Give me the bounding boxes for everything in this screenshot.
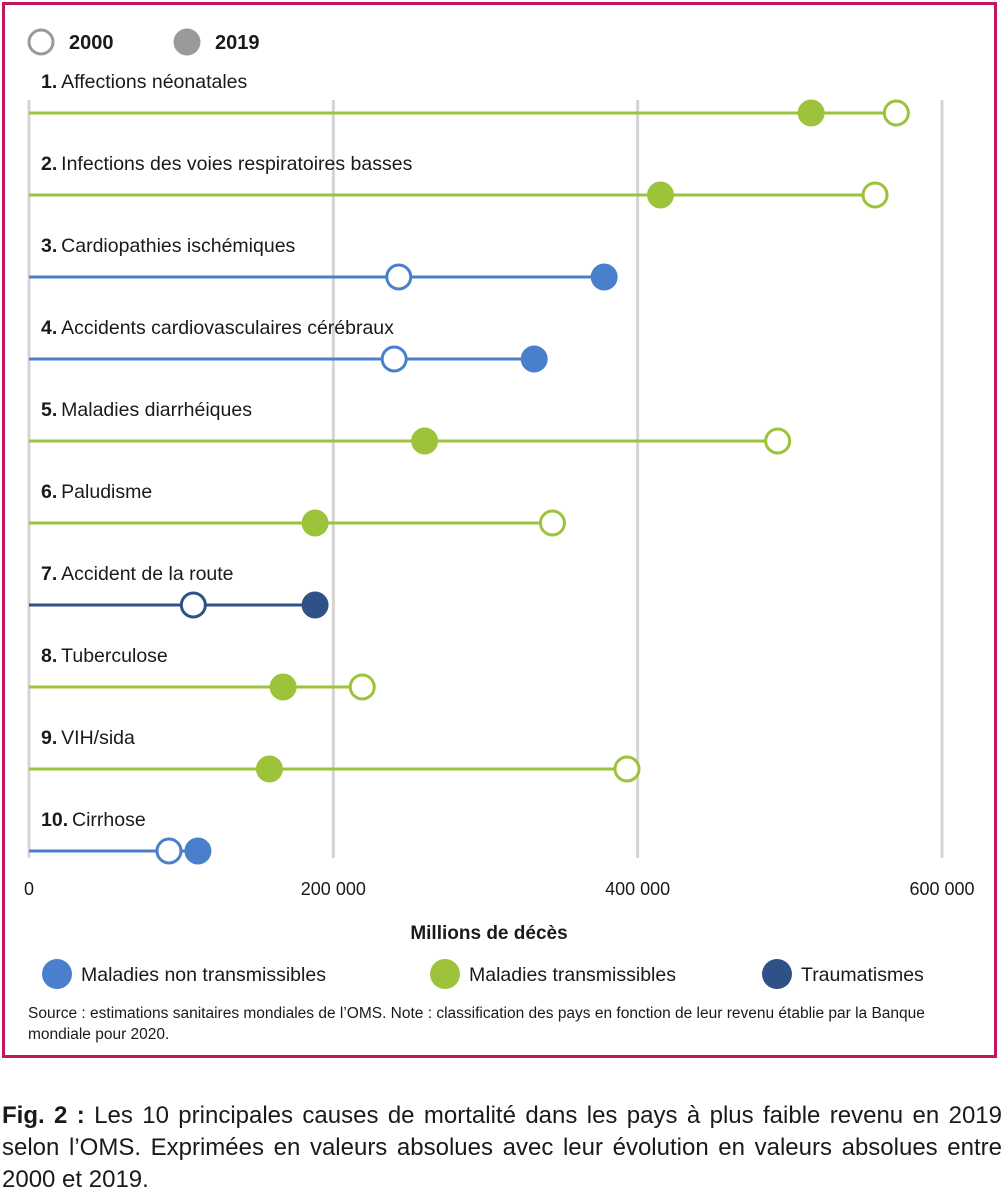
category-legend-label: Traumatismes <box>801 964 924 986</box>
legend-2000-marker <box>27 28 55 56</box>
point-2000 <box>538 509 566 537</box>
x-tick-label: 200 000 <box>301 879 366 899</box>
category-legend-label: Maladies non transmissibles <box>81 964 326 986</box>
point-2019 <box>411 427 439 455</box>
x-tick-label: 400 000 <box>605 879 670 899</box>
point-2019 <box>520 345 548 373</box>
x-axis-label: Millions de décès <box>410 923 567 944</box>
point-2000 <box>385 263 413 291</box>
caption-text: Les 10 principales causes de mortalité d… <box>2 1102 1002 1193</box>
row-label: 1. Affections néonatales <box>41 71 248 93</box>
row-label: 9. VIH/sida <box>41 727 135 749</box>
x-tick-label: 600 000 <box>909 879 974 899</box>
point-2019 <box>255 755 283 783</box>
source-note: Source : estimations sanitaires mondiale… <box>28 1005 925 1043</box>
category-legend-marker <box>430 959 460 989</box>
row-label: 10. Cirrhose <box>41 809 146 831</box>
row-label: 6. Paludisme <box>41 481 152 503</box>
x-tick-label: 0 <box>24 879 34 899</box>
point-2000 <box>861 181 889 209</box>
legend-year-2000: 2000 <box>69 32 114 54</box>
category-legend-marker <box>762 959 792 989</box>
figure-frame <box>2 2 997 1058</box>
point-2000 <box>882 99 910 127</box>
point-2019 <box>646 181 674 209</box>
figure-caption: Fig. 2 : Les 10 principales causes de mo… <box>2 1100 1002 1196</box>
row-label: 2. Infections des voies respiratoires ba… <box>41 153 413 175</box>
caption-label: Fig. 2 : <box>2 1102 85 1129</box>
point-2019 <box>301 509 329 537</box>
row-label: 3. Cardiopathies ischémiques <box>41 235 296 257</box>
legend-2019-marker <box>173 28 201 56</box>
row-label: 7. Accident de la route <box>41 563 234 585</box>
point-2019 <box>797 99 825 127</box>
point-2000 <box>380 345 408 373</box>
point-2019 <box>301 591 329 619</box>
category-legend-marker <box>42 959 72 989</box>
legend-year-2019: 2019 <box>215 32 260 54</box>
point-2000 <box>155 837 183 865</box>
point-2019 <box>269 673 297 701</box>
category-legend-label: Maladies transmissibles <box>469 964 676 986</box>
row-label: 5. Maladies diarrhéiques <box>41 399 252 421</box>
point-2000 <box>179 591 207 619</box>
point-2019 <box>184 837 212 865</box>
dumbbell-chart: 2000 2019 1. Affections néonatales 2. Infec… <box>24 28 975 989</box>
point-2000 <box>613 755 641 783</box>
row-label: 8. Tuberculose <box>41 645 168 667</box>
row-label: 4. Accidents cardiovasculaires cérébraux <box>41 317 394 339</box>
point-2019 <box>590 263 618 291</box>
point-2000 <box>764 427 792 455</box>
point-2000 <box>348 673 376 701</box>
